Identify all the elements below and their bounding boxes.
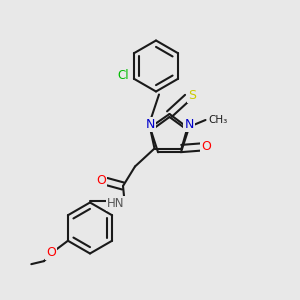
Text: S: S <box>188 88 196 102</box>
Text: O: O <box>46 246 56 259</box>
Text: CH₃: CH₃ <box>208 115 227 125</box>
Text: N: N <box>145 118 155 131</box>
Text: N: N <box>184 118 194 131</box>
Text: HN: HN <box>107 197 125 210</box>
Text: O: O <box>202 140 211 154</box>
Text: Cl: Cl <box>118 69 129 82</box>
Text: O: O <box>96 173 106 187</box>
